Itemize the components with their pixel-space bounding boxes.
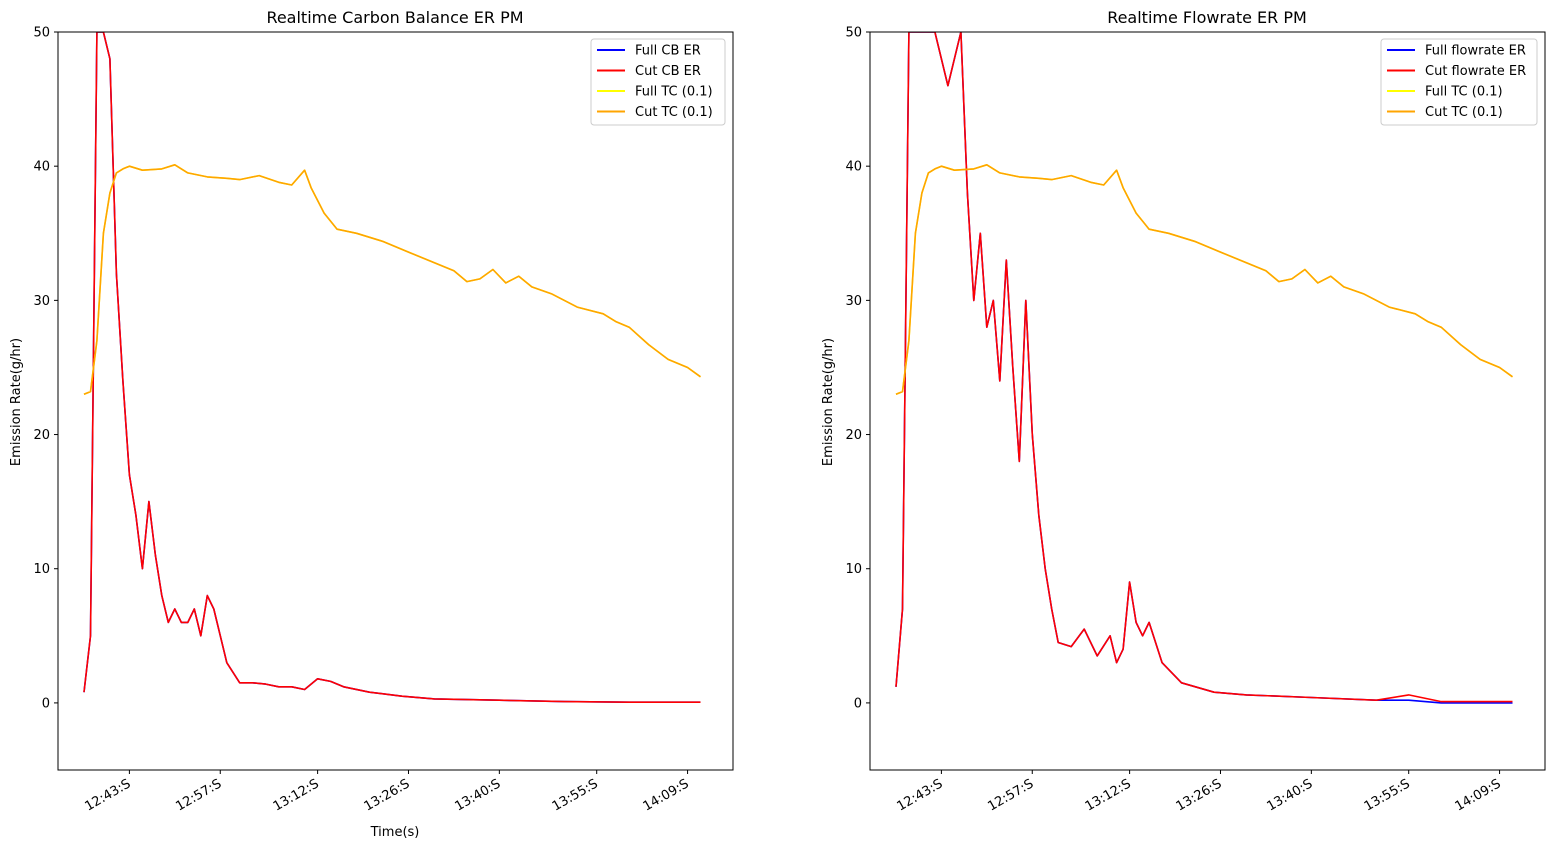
y-tick-label: 0: [854, 696, 862, 711]
y-tick-label: 40: [33, 160, 50, 175]
x-tick-label: 13:40:S: [1264, 776, 1315, 814]
y-tick-label: 50: [33, 26, 50, 41]
legend-label: Full CB ER: [635, 44, 701, 59]
x-ticks: 12:43:S 12:57:S 13:12:S 13:26:S 13:40:S 13:55…: [894, 770, 1504, 815]
series-line-2: [895, 164, 1513, 396]
y-tick-label: 30: [845, 294, 862, 309]
x-tick-label: 13:12:S: [1083, 776, 1134, 814]
series-line-3: [83, 164, 701, 396]
series-layer: [83, 32, 701, 704]
series-line-3: [895, 164, 1513, 396]
y-tick-label: 10: [33, 562, 50, 577]
chart-carbon-balance: Realtime Carbon Balance ER PM Time(s) Em…: [9, 8, 734, 840]
x-tick-label: 12:43:S: [894, 776, 945, 814]
x-ticks: 12:43:S 12:57:S 13:12:S 13:26:S 13:40:S 13:55…: [82, 770, 692, 815]
y-ticks: 0 10 20 30 40 50: [845, 26, 870, 711]
legend-label: Full TC (0.1): [635, 85, 713, 100]
y-axis-label: Emission Rate(g/hr): [821, 338, 836, 466]
chart-title: Realtime Carbon Balance ER PM: [266, 8, 523, 27]
plot-frame: [869, 31, 1546, 771]
legend-box: [1380, 38, 1538, 126]
legend-label: Cut TC (0.1): [1425, 105, 1503, 120]
y-axis-label: Emission Rate(g/hr): [9, 338, 24, 466]
x-tick-label: 14:09:S: [641, 776, 692, 814]
legend-label: Cut CB ER: [635, 64, 701, 79]
legend-label: Cut flowrate ER: [1425, 64, 1526, 79]
series-line-0: [895, 32, 1513, 704]
legend-label: Full flowrate ER: [1425, 44, 1526, 59]
y-tick-label: 20: [33, 428, 50, 443]
y-tick-label: 40: [845, 160, 862, 175]
x-tick-label: 13:40:S: [452, 776, 503, 814]
x-tick-label: 12:57:S: [985, 776, 1036, 814]
x-tick-label: 13:55:S: [1362, 776, 1413, 814]
x-tick-label: 12:57:S: [173, 776, 224, 814]
series-line-0: [83, 32, 701, 704]
y-tick-label: 50: [845, 26, 862, 41]
series-layer: [895, 32, 1513, 704]
x-tick-label: 12:43:S: [82, 776, 133, 814]
legend: Full flowrate ER Cut flowrate ER Full TC (…: [1380, 38, 1538, 126]
series-line-1: [895, 32, 1513, 703]
y-tick-label: 30: [33, 294, 50, 309]
x-tick-label: 14:09:S: [1453, 776, 1504, 814]
x-tick-label: 13:26:S: [362, 776, 413, 814]
legend-box: [590, 38, 726, 126]
y-tick-label: 20: [845, 428, 862, 443]
x-tick-label: 13:55:S: [550, 776, 601, 814]
y-tick-label: 0: [42, 696, 50, 711]
legend-label: Cut TC (0.1): [635, 105, 713, 120]
y-tick-label: 10: [845, 562, 862, 577]
series-line-2: [83, 164, 701, 396]
series-line-1: [83, 32, 701, 704]
chart-flowrate: Realtime Flowrate ER PM Emission Rate(g/…: [821, 8, 1546, 815]
x-axis-label: Time(s): [370, 825, 420, 840]
legend-label: Full TC (0.1): [1425, 85, 1503, 100]
y-ticks: 0 10 20 30 40 50: [33, 26, 58, 711]
x-tick-label: 13:12:S: [271, 776, 322, 814]
chart-title: Realtime Flowrate ER PM: [1107, 8, 1307, 27]
x-tick-label: 13:26:S: [1174, 776, 1225, 814]
plot-frame: [57, 31, 734, 771]
legend: Full CB ER Cut CB ER Full TC (0.1) Cut TC (…: [590, 38, 726, 126]
